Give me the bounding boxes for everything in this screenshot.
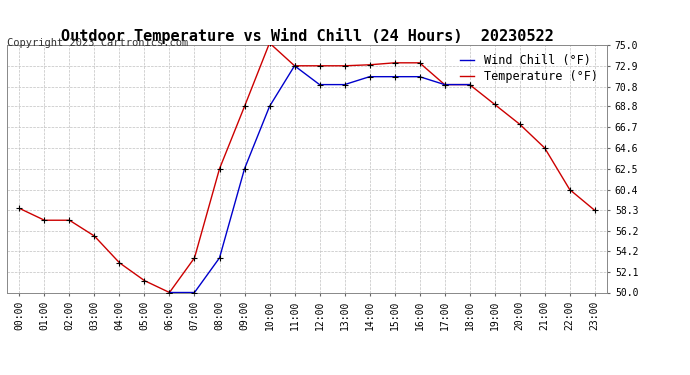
Title: Outdoor Temperature vs Wind Chill (24 Hours)  20230522: Outdoor Temperature vs Wind Chill (24 Ho… <box>61 28 553 44</box>
Legend: Wind Chill (°F), Temperature (°F): Wind Chill (°F), Temperature (°F) <box>457 51 601 86</box>
Text: Copyright 2023 Cartronics.com: Copyright 2023 Cartronics.com <box>7 38 188 48</box>
